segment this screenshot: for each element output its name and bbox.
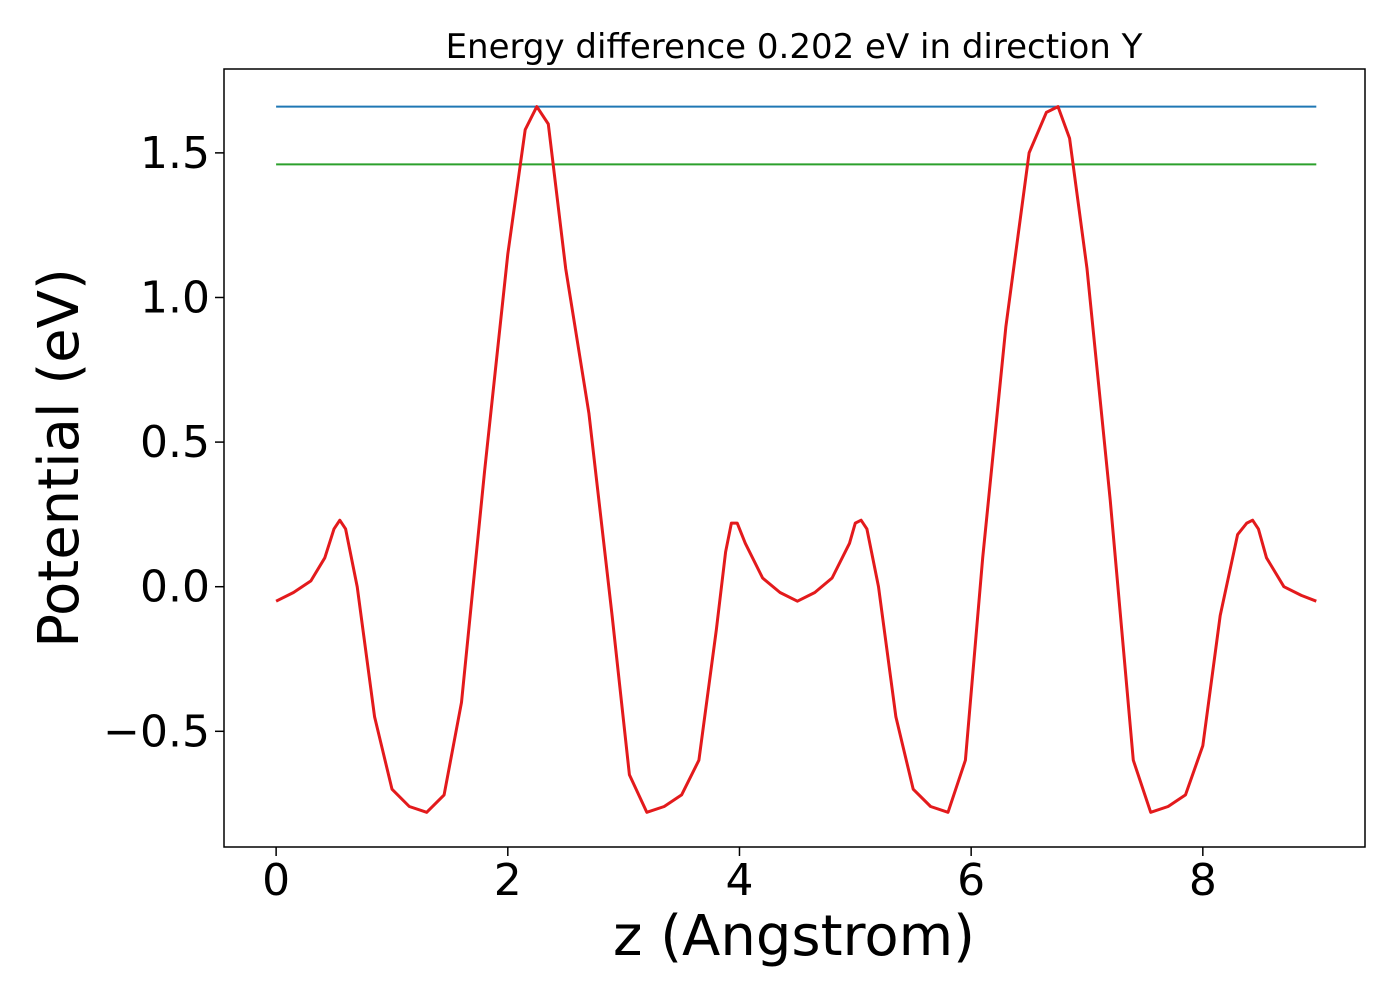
x-tick-label: 2 — [494, 855, 522, 906]
y-axis-label: Potential (eV) — [27, 268, 92, 648]
y-tick-label: −0.5 — [103, 706, 210, 757]
plot-frame — [223, 68, 1366, 848]
y-axis-ticks: −0.5 0.0 0.5 1.0 1.5 — [103, 128, 224, 757]
x-axis-ticks: 0 2 4 6 8 — [262, 847, 1217, 906]
x-tick-label: 4 — [725, 855, 753, 906]
y-tick-label: 1.0 — [140, 272, 210, 323]
y-tick-label: 0.0 — [140, 562, 210, 613]
x-tick-label: 0 — [262, 855, 290, 906]
series-layer — [275, 105, 1317, 814]
x-tick-label: 6 — [957, 855, 985, 906]
x-axis-label: z (Angstrom) — [613, 904, 975, 969]
chart-title: Energy difference 0.202 eV in direction … — [446, 27, 1143, 67]
y-tick-label: 0.5 — [140, 417, 210, 468]
y-tick-label: 1.5 — [140, 128, 210, 179]
x-tick-label: 8 — [1189, 855, 1217, 906]
series-line-2 — [275, 105, 1317, 814]
